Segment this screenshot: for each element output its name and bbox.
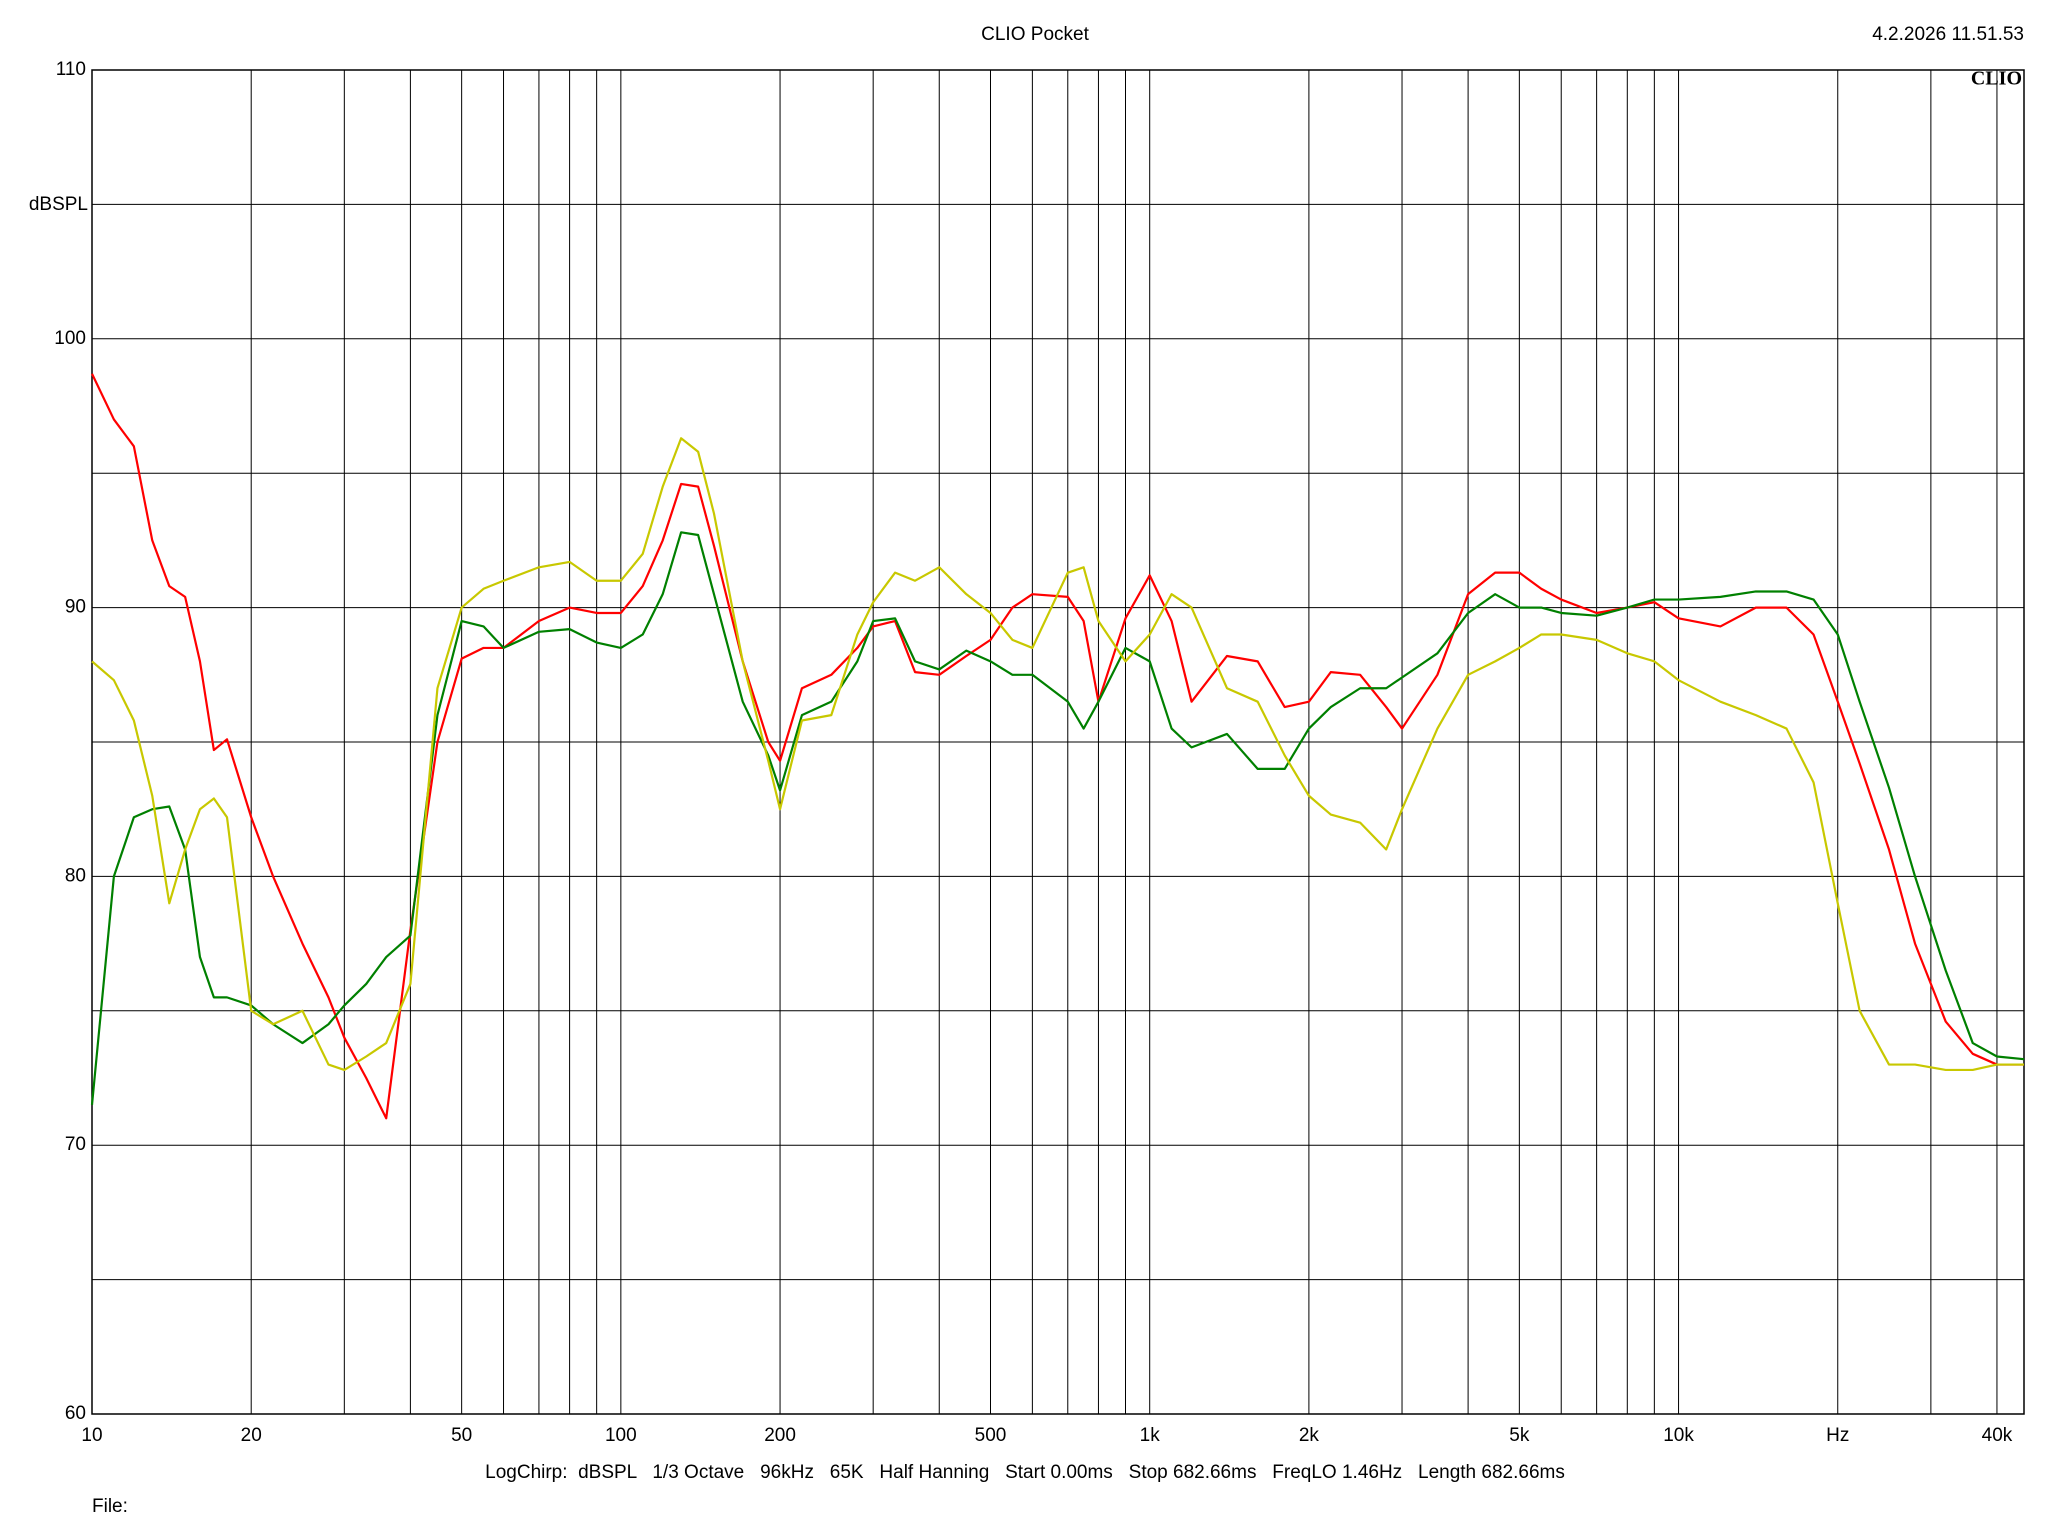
y-tick-label: 110: [56, 59, 86, 80]
timestamp: 4.2.2026 11.51.53: [1872, 24, 2024, 45]
x-tick-label: 2k: [1299, 1425, 1320, 1446]
x-tick-label: 50: [451, 1425, 472, 1446]
logo: CLIO: [1971, 68, 2022, 90]
series-line: [90, 531, 2025, 1105]
x-tick-label: 5k: [1509, 1425, 1530, 1446]
x-tick-label: 1k: [1140, 1425, 1161, 1446]
x-tick-label: Hz: [1826, 1425, 1849, 1446]
x-tick-label: 20: [241, 1425, 262, 1446]
footer: LogChirp: dBSPL 1/3 Octave 96kHz 65K Hal…: [485, 1462, 1565, 1483]
y-tick-label: 80: [65, 865, 86, 886]
x-tick-label: 100: [605, 1425, 637, 1446]
chart-title: CLIO Pocket: [981, 24, 1089, 45]
x-tick-label: 10k: [1663, 1425, 1694, 1446]
plot-frame: [91, 69, 2025, 1415]
y-tick-label: 90: [65, 597, 86, 618]
series-line: [91, 437, 2024, 1072]
x-tick-label: 10: [81, 1425, 102, 1446]
series-line: [91, 373, 2024, 1120]
file-label: File:: [92, 1496, 128, 1517]
y-tick-label: 70: [65, 1134, 86, 1155]
x-tick-label: 200: [764, 1425, 796, 1446]
y-tick-label: 100: [54, 328, 86, 349]
x-tick-label: 40k: [1982, 1425, 2013, 1446]
x-tick-label: 500: [975, 1425, 1007, 1446]
y-tick-label: 60: [65, 1403, 86, 1424]
y-axis-label: dBSPL: [29, 194, 88, 215]
